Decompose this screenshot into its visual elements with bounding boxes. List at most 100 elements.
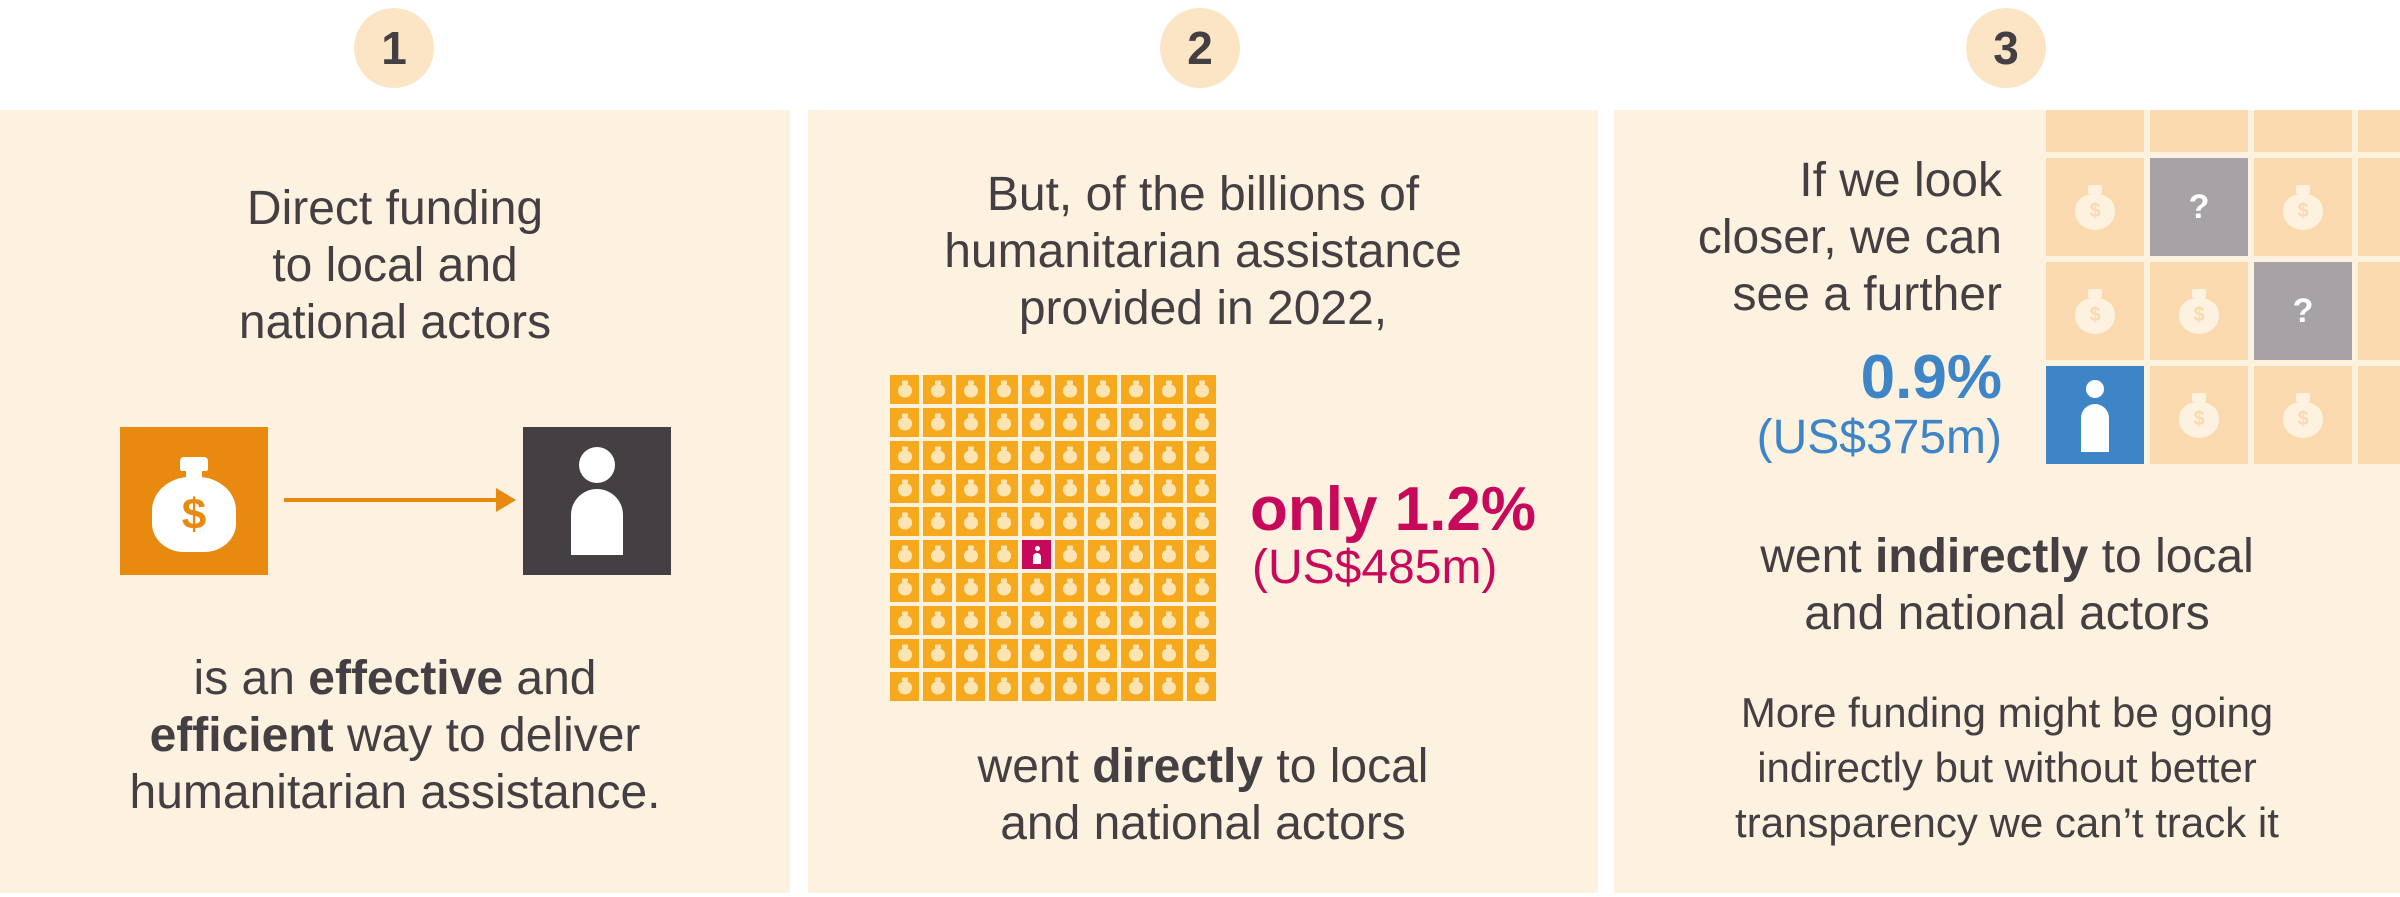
waffle-cell [1022,375,1051,404]
emphasis-directly: directly [1092,740,1264,793]
waffle-cell [1022,474,1051,503]
waffle-cell [923,375,952,404]
waffle-cell [1022,606,1051,635]
step-badge-3: 3 [1966,8,2046,88]
step-badge-1: 1 [354,8,434,88]
waffle-cell [1055,507,1084,536]
money-bag-icon [1062,479,1077,497]
money-bag-icon [1128,512,1143,530]
waffle-cell [1154,639,1183,668]
grid-tile: $ [2150,366,2248,464]
waffle-cell [1187,606,1216,635]
money-bag-icon: $ [152,457,236,552]
money-bag-icon [1029,380,1044,398]
money-bag-icon [963,578,978,596]
money-bag-icon [930,578,945,596]
money-bag-icon [1062,578,1077,596]
waffle-cell [923,639,952,668]
waffle-cell [890,507,919,536]
money-bag-icon [1062,611,1077,629]
money-bag-icon [897,545,912,563]
emphasis-efficient: efficient [149,709,334,762]
waffle-cell [890,672,919,701]
money-bag-icon [1128,611,1143,629]
money-bag-icon [996,479,1011,497]
waffle-cell [956,507,985,536]
panel-3-note: More funding might be going indirectly b… [1614,685,2400,850]
money-bag-icon [996,380,1011,398]
person-icon [567,447,627,555]
waffle-cell [956,573,985,602]
body-line-2: and national actors [1804,587,2210,640]
waffle-cell [956,672,985,701]
waffle-cell [1088,441,1117,470]
money-bag-icon [1095,578,1110,596]
money-bag-icon [963,545,978,563]
heading-line: national actors [238,296,552,349]
money-bag-icon [963,380,978,398]
waffle-cell-highlighted [1022,540,1051,569]
waffle-cell [1121,540,1150,569]
money-bag-icon [930,644,945,662]
money-bag-icon [996,644,1011,662]
money-bag-icon: $ [2283,184,2323,230]
money-bag-icon: $ [2179,392,2219,438]
unknown-tile: ? [2254,262,2352,360]
money-bag-icon [1029,446,1044,464]
indirect-person-tile [2046,366,2144,464]
waffle-cell [890,540,919,569]
heading-line: closer, we can [1697,211,2002,264]
money-bag-icon: $ [2179,288,2219,334]
money-bag-icon [1194,611,1209,629]
waffle-cell [1022,441,1051,470]
money-bag-icon [1095,380,1110,398]
waffle-cell [1055,540,1084,569]
waffle-cell [923,540,952,569]
money-bag-icon [1194,512,1209,530]
money-bag-icon [930,479,945,497]
waffle-cell [1187,441,1216,470]
grid-tile [2358,158,2400,256]
waffle-cell [1154,507,1183,536]
person-icon [2080,380,2110,452]
money-bag-icon [1161,413,1176,431]
waffle-cell [923,507,952,536]
money-bag-icon [1161,644,1176,662]
waffle-cell [956,606,985,635]
money-bag-icon [1029,578,1044,596]
waffle-cell [1022,672,1051,701]
waffle-cell [1154,573,1183,602]
waffle-cell [1187,573,1216,602]
money-bag-icon [996,446,1011,464]
panel-2-heading: But, of the billions of humanitarian ass… [808,166,1598,337]
indirect-amount: (US$375m) [1756,411,2002,464]
money-bag-icon [1161,512,1176,530]
panel-3-heading: If we look closer, we can see a further [1614,152,2002,323]
waffle-cell [1088,672,1117,701]
waffle-grid [890,375,1216,701]
waffle-cell [1121,573,1150,602]
note-line: More funding might be going [1740,689,2274,736]
waffle-cell [1187,375,1216,404]
money-bag-icon [1095,611,1110,629]
direct-percent: only 1.2% [1250,475,1536,544]
money-bag-icon [1062,512,1077,530]
money-bag-icon [1194,677,1209,695]
waffle-cell [1121,408,1150,437]
waffle-cell [923,606,952,635]
waffle-cell [1154,408,1183,437]
waffle-cell [1022,573,1051,602]
money-bag-icon [1161,479,1176,497]
waffle-cell [1121,606,1150,635]
heading-line: to local and [272,239,518,292]
waffle-cell [1088,375,1117,404]
money-bag-icon [1128,677,1143,695]
grid-tile [2358,110,2400,152]
waffle-cell [1055,474,1084,503]
grid-tile: $ [2254,366,2352,464]
waffle-cell [1154,606,1183,635]
money-bag-icon [1128,644,1143,662]
money-bag-icon [1062,380,1077,398]
waffle-cell [1055,606,1084,635]
arrow-head [496,488,516,512]
